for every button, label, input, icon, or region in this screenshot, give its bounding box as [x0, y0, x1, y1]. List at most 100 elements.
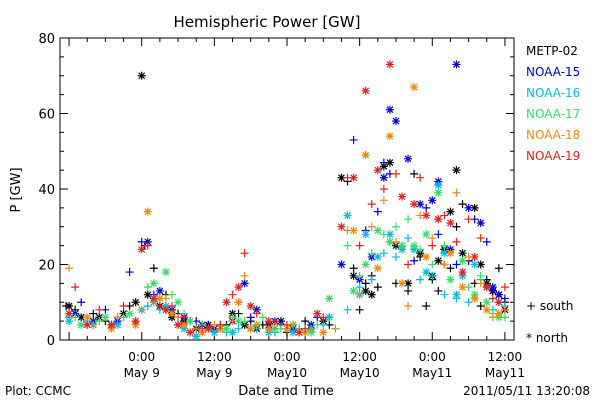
point-noaa-19-north [137, 245, 146, 254]
point-noaa-18-south [428, 234, 437, 243]
x-tick-time-label: 0:00 [274, 350, 301, 364]
point-noaa-18-north [180, 320, 189, 329]
point-noaa-19-north [446, 218, 455, 227]
point-noaa-19-north [337, 222, 346, 231]
point-noaa-16-south [404, 234, 413, 243]
legend-marker-north: * north [526, 331, 568, 345]
point-noaa-17-north [373, 226, 382, 235]
point-noaa-18-north [422, 252, 431, 261]
point-noaa-17-north [422, 230, 431, 239]
point-noaa-17-south [367, 249, 376, 258]
point-metp-02-south [446, 264, 455, 273]
point-metp-02-south [355, 305, 364, 314]
point-noaa-19-south [319, 313, 328, 322]
point-metp-02-south [476, 302, 485, 311]
point-noaa-18-south [113, 313, 122, 322]
point-noaa-16-north [440, 249, 449, 258]
y-axis-ticks: 0 20 40 60 80 [38, 32, 514, 349]
point-metp-02-south [452, 222, 461, 231]
point-noaa-15-south [379, 158, 388, 167]
point-noaa-19-north [186, 328, 195, 337]
point-noaa-15-south [77, 298, 86, 307]
point-noaa-16-north [361, 230, 370, 239]
point-noaa-18-south [252, 320, 261, 329]
x-tick-date-label: May 9 [124, 366, 160, 380]
point-noaa-19-north [373, 166, 382, 175]
point-metp-02-south [349, 264, 358, 273]
data-points [62, 60, 509, 341]
point-noaa-19-south [240, 249, 249, 258]
point-noaa-18-north [482, 305, 491, 314]
point-metp-02-north [385, 158, 394, 167]
point-noaa-19-north [434, 215, 443, 224]
point-noaa-17-south [343, 241, 352, 250]
point-noaa-18-south [476, 279, 485, 288]
point-metp-02-north [446, 207, 455, 216]
point-noaa-17-north [361, 260, 370, 269]
point-metp-02-south [301, 317, 310, 326]
chart-title: Hemispheric Power [GW] [174, 13, 361, 31]
point-noaa-19-south [452, 237, 461, 246]
point-noaa-18-south [367, 222, 376, 231]
x-axis-label: Date and Time [238, 384, 334, 399]
x-tick-time-label: 0:00 [128, 350, 155, 364]
y-tick-label: 20 [38, 259, 55, 274]
point-noaa-16-north [385, 230, 394, 239]
point-noaa-17-north [434, 188, 443, 197]
point-noaa-16-north [373, 252, 382, 261]
point-noaa-17-north [161, 268, 170, 277]
point-noaa-19-south [428, 241, 437, 250]
point-noaa-19-north [398, 192, 407, 201]
point-noaa-19-south [488, 294, 497, 303]
point-noaa-19-south [228, 290, 237, 299]
point-noaa-19-north [264, 317, 273, 326]
y-axis-label: P [GW] [9, 167, 24, 212]
point-noaa-16-north [434, 181, 443, 190]
point-noaa-15-north [240, 279, 249, 288]
point-noaa-16-south [416, 275, 425, 284]
point-noaa-17-south [167, 290, 176, 299]
point-noaa-17-north [482, 298, 491, 307]
point-noaa-19-south [391, 169, 400, 178]
point-noaa-15-north [337, 260, 346, 269]
point-noaa-16-north [192, 332, 201, 341]
point-noaa-17-north [446, 275, 455, 284]
point-noaa-15-north [155, 286, 164, 295]
point-noaa-19-south [440, 211, 449, 220]
point-noaa-15-north [464, 203, 473, 212]
point-noaa-15-south [422, 203, 431, 212]
point-noaa-19-south [416, 173, 425, 182]
point-noaa-17-north [222, 324, 231, 333]
point-noaa-15-south [482, 237, 491, 246]
point-noaa-15-north [385, 105, 394, 114]
point-metp-02-north [476, 260, 485, 269]
point-noaa-17-north [410, 241, 419, 250]
point-noaa-16-south [428, 271, 437, 280]
point-noaa-15-south [434, 230, 443, 239]
point-noaa-17-south [391, 222, 400, 231]
point-noaa-17-north [458, 256, 467, 265]
point-noaa-19-north [222, 298, 231, 307]
point-metp-02-north [131, 298, 140, 307]
point-noaa-19-south [155, 302, 164, 311]
point-noaa-15-north [488, 283, 497, 292]
point-noaa-16-south [143, 302, 152, 311]
point-noaa-18-south [65, 264, 74, 273]
point-noaa-15-south [246, 313, 255, 322]
point-noaa-18-north [398, 279, 407, 288]
point-noaa-17-north [101, 313, 110, 322]
point-noaa-17-north [149, 279, 158, 288]
point-metp-02-south [422, 302, 431, 311]
point-noaa-19-north [234, 283, 243, 292]
point-noaa-15-north [416, 200, 425, 209]
point-noaa-18-south [228, 317, 237, 326]
point-noaa-18-north [494, 309, 503, 318]
legend-entry: METP-02 [526, 44, 578, 58]
point-noaa-16-south [440, 290, 449, 299]
point-metp-02-south [373, 283, 382, 292]
point-noaa-18-south [379, 196, 388, 205]
point-noaa-18-north [458, 283, 467, 292]
point-noaa-15-south [349, 135, 358, 144]
point-metp-02-north [143, 290, 152, 299]
point-noaa-19-south [476, 234, 485, 243]
